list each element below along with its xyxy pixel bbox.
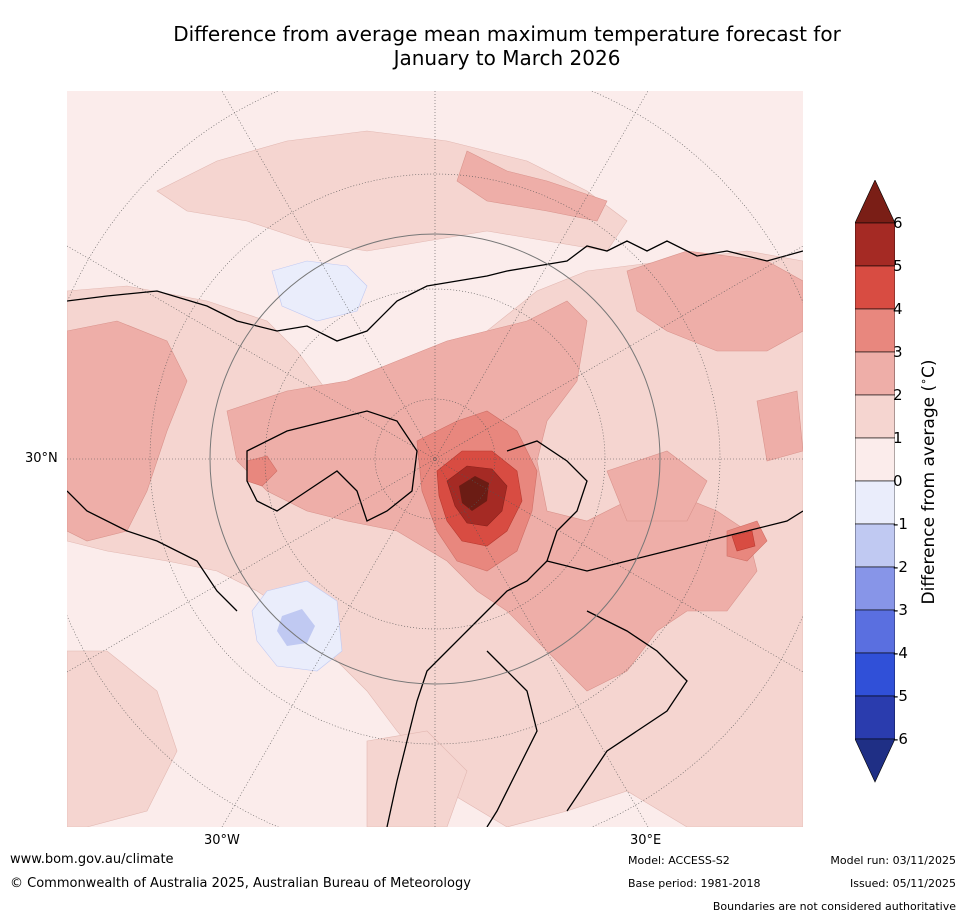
colorbar-tick-label: -3 bbox=[893, 601, 908, 619]
arctic-circle bbox=[209, 233, 661, 685]
colorbar-tick-label: -5 bbox=[893, 687, 908, 705]
colorbar-tick-label: -6 bbox=[893, 730, 908, 748]
colorbar-tick-label: 2 bbox=[893, 386, 903, 404]
colorbar-tick-label: 4 bbox=[893, 300, 903, 318]
website-link[interactable]: www.bom.gov.au/climate bbox=[10, 852, 174, 867]
copyright: © Commonwealth of Australia 2025, Austra… bbox=[10, 876, 471, 891]
lon-label-30w: 30°W bbox=[204, 833, 240, 848]
chart-title: Difference from average mean maximum tem… bbox=[0, 22, 965, 70]
colorbar-segment bbox=[855, 308, 895, 353]
colorbar-segment bbox=[855, 652, 895, 697]
lat-label-30n: 30°N bbox=[25, 451, 58, 466]
colorbar-segments bbox=[855, 180, 895, 783]
anomaly-minus-1-2 bbox=[277, 609, 315, 646]
colorbar-segment bbox=[855, 695, 895, 740]
model-name: Model: ACCESS-S2 bbox=[628, 854, 730, 867]
colorbar-segment bbox=[855, 480, 895, 525]
forecast-map bbox=[67, 91, 803, 827]
colorbar-label: Difference from average (∘C) bbox=[917, 359, 939, 605]
model-run: Model run: 03/11/2025 bbox=[830, 854, 956, 867]
colorbar-tick-label: 5 bbox=[893, 257, 903, 275]
colorbar-tick-label: -1 bbox=[893, 515, 908, 533]
colorbar-segment bbox=[855, 351, 895, 396]
disclaimer: Boundaries are not considered authoritat… bbox=[712, 900, 956, 913]
coastlines bbox=[67, 240, 803, 827]
title-line-2: January to March 2026 bbox=[393, 46, 621, 70]
colorbar-tick-label: 0 bbox=[893, 472, 903, 490]
colorbar-tick-label: -2 bbox=[893, 558, 908, 576]
colorbar-segment bbox=[855, 609, 895, 654]
colorbar-tick-label: 1 bbox=[893, 429, 903, 447]
colorbar-tick-label: -4 bbox=[893, 644, 908, 662]
colorbar-segment bbox=[855, 394, 895, 439]
colorbar-segment bbox=[855, 222, 895, 267]
graticule bbox=[67, 91, 803, 827]
issued-date: Issued: 05/11/2025 bbox=[849, 877, 956, 890]
colorbar-extend-bottom bbox=[855, 738, 895, 783]
colorbar-extend-top bbox=[855, 180, 895, 224]
colorbar-tick-label: 3 bbox=[893, 343, 903, 361]
colorbar-segment bbox=[855, 265, 895, 310]
colorbar-segment bbox=[855, 437, 895, 482]
base-period: Base period: 1981-2018 bbox=[628, 877, 761, 890]
colorbar-segment bbox=[855, 523, 895, 568]
colorbar bbox=[855, 180, 895, 783]
colorbar-segment bbox=[855, 566, 895, 611]
colorbar-tick-label: 6 bbox=[893, 214, 903, 232]
lon-label-30e: 30°E bbox=[630, 833, 662, 848]
anomaly-above-6 bbox=[459, 476, 489, 511]
title-line-1: Difference from average mean maximum tem… bbox=[173, 22, 841, 46]
